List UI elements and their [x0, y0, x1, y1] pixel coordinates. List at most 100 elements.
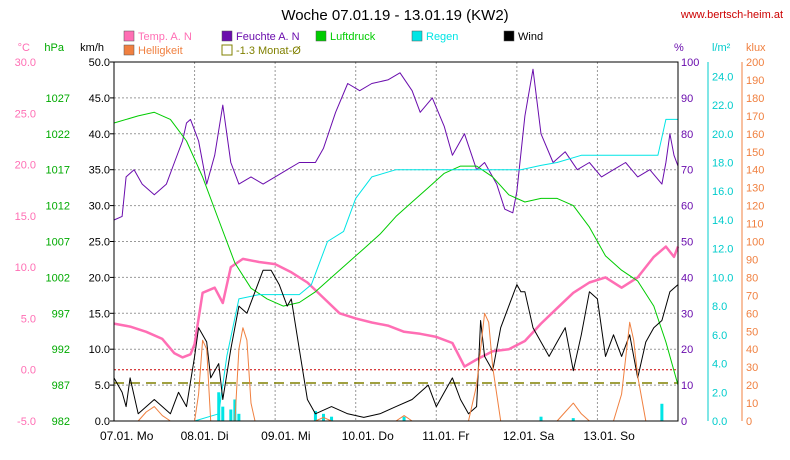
- tick-label-temp: 0.0: [21, 365, 36, 377]
- tick-label-hum: 80: [681, 129, 693, 141]
- rain-bar: [660, 403, 664, 421]
- tick-label-hum: 100: [681, 57, 699, 69]
- tick-label-hum: 40: [681, 272, 693, 284]
- tick-label-lux: 90: [746, 254, 758, 266]
- tick-label-lux: 70: [746, 290, 758, 302]
- tick-label-lux: 10: [746, 398, 758, 410]
- tick-label-lux: 130: [746, 183, 764, 195]
- tick-label-lux: 140: [746, 165, 764, 177]
- legend-swatch: [315, 30, 327, 42]
- tick-label-press: 987: [52, 380, 70, 392]
- legend-label: Wind: [518, 31, 543, 43]
- legend-swatch: [123, 30, 135, 42]
- tick-label-press: 992: [52, 344, 70, 356]
- tick-label-wind: 0.0: [95, 416, 110, 428]
- tick-label-lux: 80: [746, 272, 758, 284]
- tick-label-wind: 45.0: [89, 93, 110, 105]
- series-luftdruck: [113, 111, 679, 386]
- tick-label-press: 997: [52, 308, 70, 320]
- day-label: 08.01. Di: [181, 429, 229, 443]
- legend-swatch: [503, 30, 515, 42]
- legend-swatch: [221, 44, 233, 56]
- legend-label: Helligkeit: [138, 45, 183, 57]
- tick-label-wind: 25.0: [89, 237, 110, 249]
- tick-label-lux: 150: [746, 147, 764, 159]
- tick-label-hum: 50: [681, 237, 693, 249]
- legend-swatch: [411, 30, 423, 42]
- tick-label-lux: 60: [746, 308, 758, 320]
- series-regen: [114, 118, 678, 422]
- tick-label-temp: 20.0: [15, 160, 36, 172]
- day-label: 12.01. Sa: [503, 429, 555, 443]
- tick-label-rain: 12.0: [712, 244, 733, 256]
- rain-bar: [237, 413, 241, 421]
- tick-label-lux: 0: [746, 416, 752, 428]
- tick-label-rain: 6.0: [712, 330, 727, 342]
- site-url: www.bertsch-heim.at: [680, 9, 783, 21]
- rain-bar: [217, 392, 221, 421]
- axis-unit-press: hPa: [44, 42, 64, 54]
- tick-label-wind: 40.0: [89, 129, 110, 141]
- tick-label-wind: 5.0: [95, 380, 110, 392]
- tick-label-lux: 180: [746, 93, 764, 105]
- day-label: 09.01. Mi: [261, 429, 310, 443]
- legend-swatch: [123, 44, 135, 56]
- rain-bar: [330, 416, 334, 421]
- axis-unit-temp: °C: [18, 42, 30, 54]
- tick-label-lux: 50: [746, 326, 758, 338]
- rain-bar: [571, 418, 575, 421]
- tick-label-rain: 20.0: [712, 129, 733, 141]
- day-label: 10.01. Do: [342, 429, 394, 443]
- rain-bar: [233, 399, 237, 421]
- legend-label: Feuchte A. N: [236, 31, 300, 43]
- tick-label-hum: 60: [681, 201, 693, 213]
- tick-label-press: 982: [52, 416, 70, 428]
- axis-unit-wind: km/h: [80, 42, 104, 54]
- tick-label-temp: 10.0: [15, 262, 36, 274]
- tick-label-press: 1007: [46, 237, 70, 249]
- tick-label-hum: 0: [681, 416, 687, 428]
- tick-label-rain: 8.0: [712, 301, 727, 313]
- axis-unit-hum: %: [674, 42, 684, 54]
- tick-label-wind: 35.0: [89, 165, 110, 177]
- tick-label-hum: 30: [681, 308, 693, 320]
- tick-label-press: 1002: [46, 272, 70, 284]
- day-label: 07.01. Mo: [100, 429, 154, 443]
- legend-label: -1.3 Monat-Ø: [236, 45, 301, 57]
- tick-label-lux: 200: [746, 57, 764, 69]
- chart-title: Woche 07.01.19 - 13.01.19 (KW2): [281, 7, 508, 24]
- rain-bar: [402, 416, 406, 421]
- tick-label-rain: 4.0: [712, 359, 727, 371]
- tick-label-temp: -5.0: [17, 416, 36, 428]
- tick-label-temp: 5.0: [21, 313, 36, 325]
- tick-label-temp: 15.0: [15, 211, 36, 223]
- tick-label-rain: 16.0: [712, 186, 733, 198]
- tick-label-lux: 20: [746, 380, 758, 392]
- tick-label-lux: 190: [746, 75, 764, 87]
- tick-label-wind: 30.0: [89, 201, 110, 213]
- tick-label-rain: 18.0: [712, 158, 733, 170]
- tick-label-hum: 10: [681, 380, 693, 392]
- series-temp-a-n: [113, 245, 680, 368]
- tick-label-wind: 10.0: [89, 344, 110, 356]
- tick-label-wind: 20.0: [89, 272, 110, 284]
- tick-label-wind: 50.0: [89, 57, 110, 69]
- tick-label-lux: 110: [746, 219, 764, 231]
- chart-grid: [114, 62, 678, 421]
- rain-bar: [539, 416, 543, 421]
- rain-bar: [221, 406, 225, 421]
- tick-label-press: 1022: [46, 129, 70, 141]
- tick-label-hum: 70: [681, 165, 693, 177]
- tick-label-rain: 2.0: [712, 387, 727, 399]
- legend-label: Regen: [426, 31, 458, 43]
- tick-label-temp: 25.0: [15, 108, 36, 120]
- axis-unit-lux: klux: [746, 42, 766, 54]
- tick-label-lux: 100: [746, 237, 764, 249]
- tick-label-lux: 30: [746, 362, 758, 374]
- tick-label-rain: 24.0: [712, 71, 733, 83]
- series-wind: [113, 269, 679, 418]
- tick-label-hum: 20: [681, 344, 693, 356]
- rain-bars: [217, 392, 664, 421]
- tick-label-lux: 120: [746, 201, 764, 213]
